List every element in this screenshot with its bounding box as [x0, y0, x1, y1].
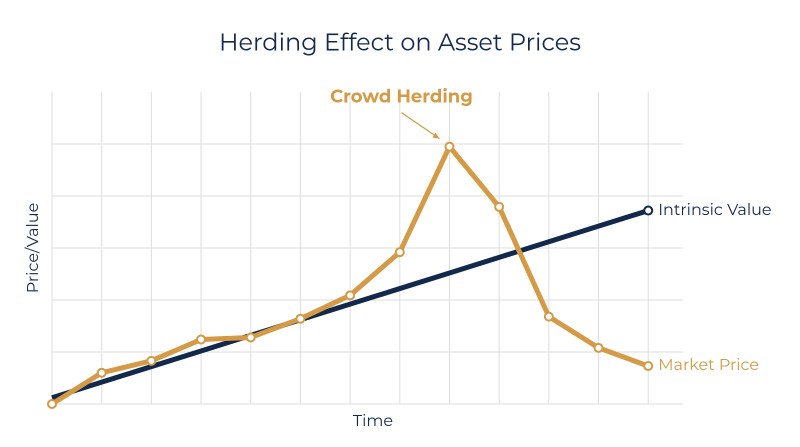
point — [196, 334, 207, 345]
annotation-arrow — [401, 112, 440, 140]
point — [444, 141, 455, 152]
series-label: Market Price — [658, 356, 759, 375]
point — [295, 313, 306, 324]
point — [643, 205, 654, 216]
annotation: Crowd Herding — [330, 85, 473, 107]
point — [245, 332, 256, 343]
point — [593, 342, 604, 353]
y-axis-label: Price/Value — [24, 203, 43, 294]
chart-title: Herding Effect on Asset Prices — [219, 28, 581, 57]
annotation-arrowhead — [432, 132, 440, 139]
series-line — [51, 208, 649, 401]
series-label: Intrinsic Value — [658, 201, 771, 220]
point — [345, 290, 356, 301]
x-axis-label: Time — [353, 412, 393, 431]
point — [394, 247, 405, 258]
point — [643, 361, 654, 372]
point — [47, 399, 57, 409]
point — [146, 355, 157, 366]
point — [96, 367, 107, 378]
point — [494, 201, 505, 212]
point — [543, 311, 554, 322]
